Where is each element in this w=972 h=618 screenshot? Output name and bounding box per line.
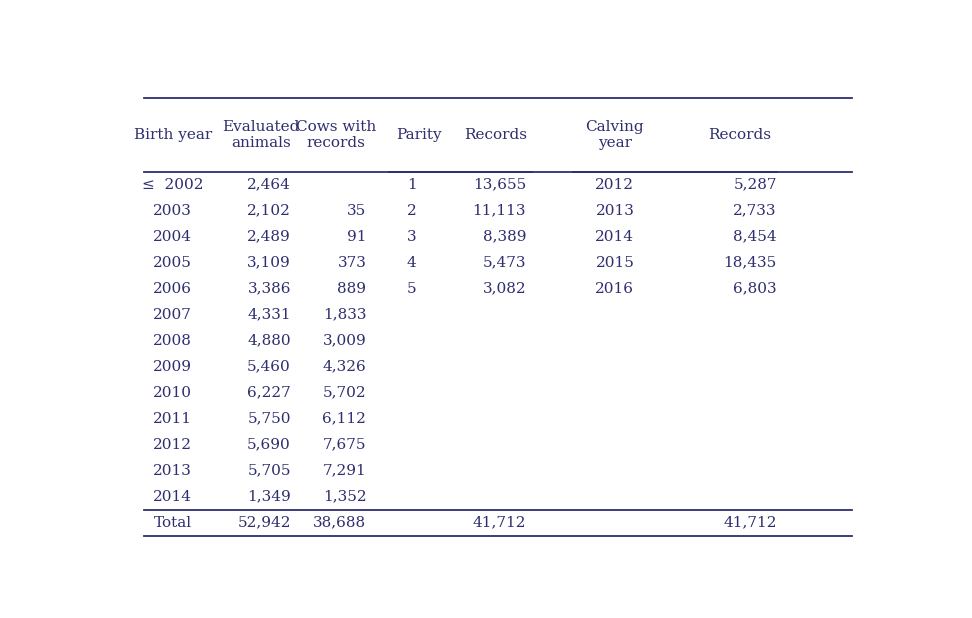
Text: 2004: 2004 xyxy=(154,230,192,243)
Text: 5: 5 xyxy=(406,282,416,296)
Text: Records: Records xyxy=(708,128,771,142)
Text: Calving
year: Calving year xyxy=(585,120,644,150)
Text: 1,352: 1,352 xyxy=(323,489,366,504)
Text: 2013: 2013 xyxy=(154,464,192,478)
Text: 5,460: 5,460 xyxy=(247,360,291,374)
Text: Birth year: Birth year xyxy=(133,128,212,142)
Text: 6,227: 6,227 xyxy=(247,386,291,400)
Text: 2: 2 xyxy=(406,204,416,218)
Text: 13,655: 13,655 xyxy=(472,178,526,192)
Text: 4: 4 xyxy=(406,256,416,269)
Text: 2013: 2013 xyxy=(596,204,635,218)
Text: 3: 3 xyxy=(406,230,416,243)
Text: 2016: 2016 xyxy=(596,282,635,296)
Text: 2,102: 2,102 xyxy=(247,204,291,218)
Text: Records: Records xyxy=(465,128,528,142)
Text: 2012: 2012 xyxy=(596,178,635,192)
Text: 4,331: 4,331 xyxy=(247,308,291,322)
Text: 7,291: 7,291 xyxy=(323,464,366,478)
Text: 1,349: 1,349 xyxy=(247,489,291,504)
Text: 2012: 2012 xyxy=(154,438,192,452)
Text: 52,942: 52,942 xyxy=(237,516,291,530)
Text: 373: 373 xyxy=(337,256,366,269)
Text: 3,082: 3,082 xyxy=(482,282,526,296)
Text: 2,733: 2,733 xyxy=(733,204,777,218)
Text: 3,009: 3,009 xyxy=(323,334,366,348)
Text: 2009: 2009 xyxy=(154,360,192,374)
Text: 5,690: 5,690 xyxy=(247,438,291,452)
Text: 2,489: 2,489 xyxy=(247,230,291,243)
Text: 2014: 2014 xyxy=(596,230,635,243)
Text: Cows with
records: Cows with records xyxy=(296,120,376,150)
Text: 4,880: 4,880 xyxy=(247,334,291,348)
Text: 5,287: 5,287 xyxy=(733,178,777,192)
Text: 6,112: 6,112 xyxy=(323,412,366,426)
Text: 3,109: 3,109 xyxy=(247,256,291,269)
Text: 2010: 2010 xyxy=(154,386,192,400)
Text: 4,326: 4,326 xyxy=(323,360,366,374)
Text: 2011: 2011 xyxy=(154,412,192,426)
Text: 889: 889 xyxy=(337,282,366,296)
Text: Evaluated
animals: Evaluated animals xyxy=(223,120,299,150)
Text: 5,750: 5,750 xyxy=(248,412,291,426)
Text: 5,473: 5,473 xyxy=(482,256,526,269)
Text: 2008: 2008 xyxy=(154,334,192,348)
Text: 41,712: 41,712 xyxy=(472,516,526,530)
Text: 8,454: 8,454 xyxy=(733,230,777,243)
Text: 2003: 2003 xyxy=(154,204,192,218)
Text: 38,688: 38,688 xyxy=(313,516,366,530)
Text: 11,113: 11,113 xyxy=(472,204,526,218)
Text: 2015: 2015 xyxy=(596,256,635,269)
Text: 8,389: 8,389 xyxy=(482,230,526,243)
Text: 7,675: 7,675 xyxy=(323,438,366,452)
Text: 2007: 2007 xyxy=(154,308,192,322)
Text: 5,705: 5,705 xyxy=(248,464,291,478)
Text: 41,712: 41,712 xyxy=(723,516,777,530)
Text: 91: 91 xyxy=(347,230,366,243)
Text: 2006: 2006 xyxy=(154,282,192,296)
Text: 3,386: 3,386 xyxy=(248,282,291,296)
Text: 18,435: 18,435 xyxy=(723,256,777,269)
Text: 2,464: 2,464 xyxy=(247,178,291,192)
Text: Total: Total xyxy=(154,516,191,530)
Text: 2014: 2014 xyxy=(154,489,192,504)
Text: 35: 35 xyxy=(347,204,366,218)
Text: 2005: 2005 xyxy=(154,256,192,269)
Text: 6,803: 6,803 xyxy=(733,282,777,296)
Text: ≤  2002: ≤ 2002 xyxy=(142,178,203,192)
Text: Parity: Parity xyxy=(397,128,442,142)
Text: 1: 1 xyxy=(406,178,416,192)
Text: 5,702: 5,702 xyxy=(323,386,366,400)
Text: 1,833: 1,833 xyxy=(323,308,366,322)
